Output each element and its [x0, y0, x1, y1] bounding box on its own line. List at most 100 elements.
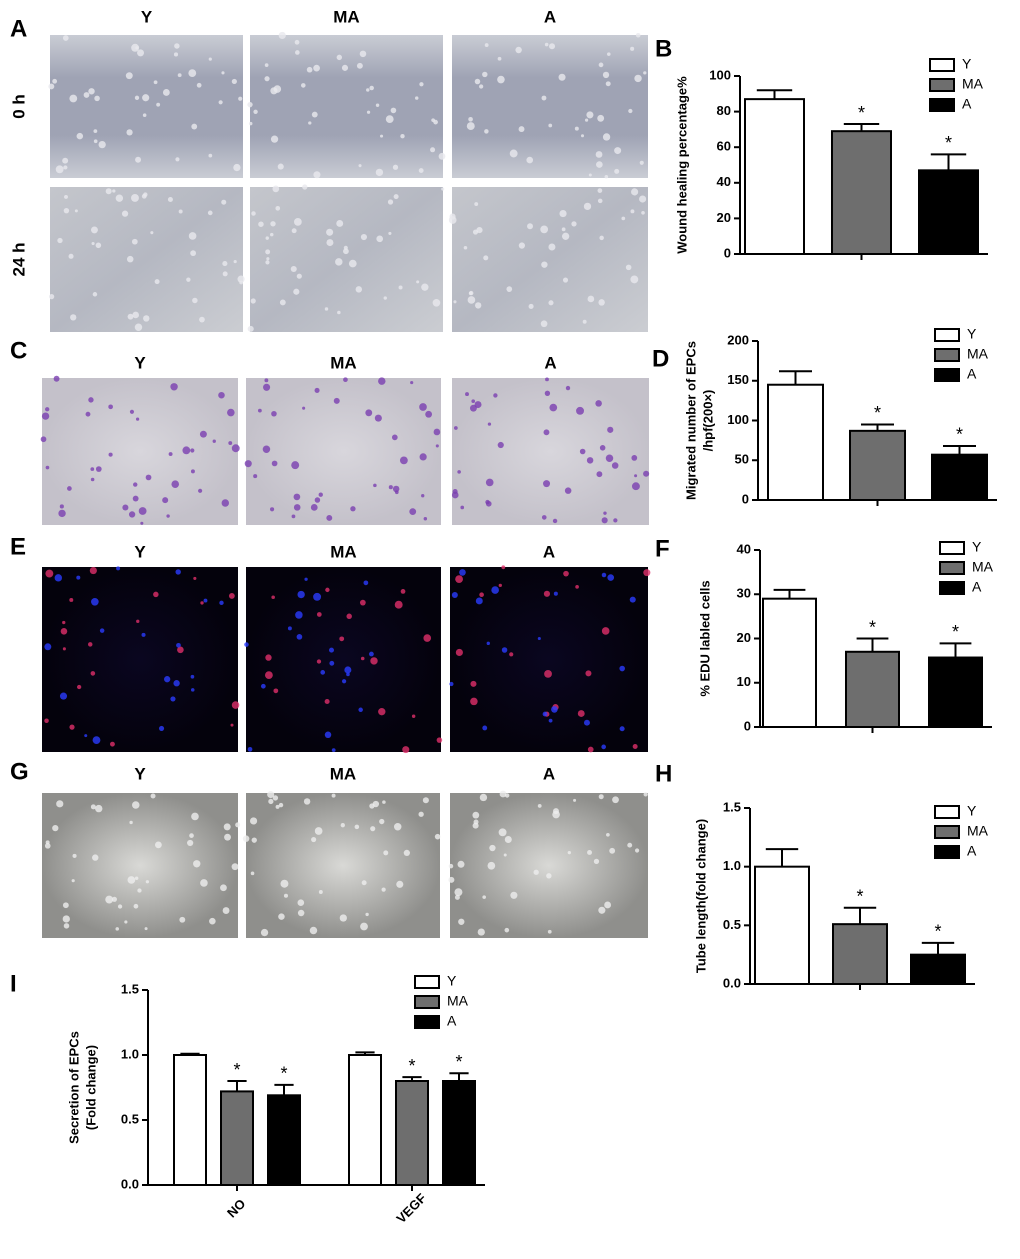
- cell: [115, 927, 120, 931]
- cell: [316, 612, 322, 617]
- cell: [587, 295, 595, 303]
- bar: [918, 169, 979, 255]
- cell: [297, 899, 305, 907]
- cell: [173, 680, 180, 687]
- cell: [131, 238, 138, 245]
- cell: [145, 880, 150, 884]
- cell: [275, 804, 280, 809]
- cell: [601, 572, 607, 578]
- cell: [269, 507, 275, 512]
- cell: [302, 184, 308, 190]
- cell: [93, 139, 98, 144]
- cell: [479, 592, 484, 598]
- cell: [222, 261, 228, 267]
- cell: [190, 688, 195, 692]
- cell: [193, 860, 201, 868]
- cell: [346, 613, 352, 619]
- cell: [361, 880, 367, 886]
- cell: [607, 426, 614, 433]
- cell: [619, 665, 625, 672]
- cell: [441, 187, 445, 191]
- cell: [293, 493, 301, 501]
- cell: [601, 627, 610, 635]
- legend-label: A: [972, 579, 982, 595]
- column-header: Y: [134, 542, 146, 561]
- cell: [251, 837, 257, 843]
- cell: [587, 746, 594, 753]
- cell: [354, 824, 360, 830]
- cell: [310, 504, 318, 511]
- cell: [313, 592, 322, 601]
- cell: [587, 849, 592, 855]
- cell: [228, 593, 235, 599]
- cell: [387, 199, 394, 205]
- cell: [177, 73, 182, 78]
- y-axis-label: Migrated number of EPCs: [683, 341, 698, 500]
- cell: [70, 314, 77, 321]
- cell: [231, 701, 240, 709]
- y-tick-label: 50: [735, 452, 749, 467]
- cell: [403, 849, 410, 857]
- cell: [129, 820, 133, 825]
- cell: [335, 258, 343, 266]
- cell: [476, 226, 483, 234]
- cell: [411, 714, 416, 718]
- cell: [74, 209, 78, 213]
- cell: [643, 792, 648, 797]
- cell: [598, 906, 606, 914]
- legend-swatch: [939, 581, 965, 595]
- column-header: Y: [134, 353, 146, 372]
- cell: [127, 313, 134, 320]
- cell: [552, 810, 560, 819]
- cell: [174, 43, 180, 49]
- cell: [358, 164, 362, 168]
- cell: [629, 596, 636, 603]
- cell: [544, 42, 549, 47]
- cell: [549, 43, 556, 50]
- significance-marker: *: [280, 1064, 287, 1084]
- cell: [394, 600, 403, 609]
- cell: [244, 642, 249, 647]
- cell: [90, 477, 95, 482]
- cell: [344, 666, 352, 674]
- cell: [186, 277, 191, 282]
- significance-marker: *: [869, 617, 876, 637]
- cell: [370, 826, 376, 832]
- cell: [190, 469, 195, 474]
- cell: [122, 504, 129, 511]
- cell: [138, 507, 147, 515]
- cell: [485, 500, 492, 507]
- cell: [167, 197, 173, 203]
- cell: [498, 828, 507, 837]
- bar: [767, 383, 824, 502]
- cell: [283, 893, 289, 898]
- cell: [208, 153, 213, 158]
- cell: [133, 903, 139, 909]
- cell: [601, 744, 606, 750]
- cell: [62, 902, 69, 909]
- cell: [454, 894, 460, 900]
- cell: [599, 445, 606, 451]
- cell: [231, 444, 240, 453]
- cell: [199, 430, 207, 438]
- cell: [199, 316, 205, 323]
- significance-marker: *: [856, 886, 863, 906]
- cell: [272, 795, 279, 801]
- cell: [346, 672, 350, 677]
- cell: [258, 221, 264, 227]
- cell: [385, 115, 394, 124]
- cell: [527, 223, 533, 230]
- cell: [370, 657, 378, 665]
- cell: [116, 566, 121, 571]
- cell: [597, 198, 603, 204]
- cell: [260, 928, 269, 937]
- micrograph: [452, 187, 648, 332]
- cell: [134, 95, 140, 100]
- column-header: MA: [330, 542, 356, 561]
- cell: [606, 832, 610, 837]
- cell: [219, 600, 224, 606]
- cell: [293, 288, 300, 295]
- cell: [465, 392, 469, 397]
- cell: [136, 619, 140, 623]
- panel-letter: H: [655, 760, 672, 787]
